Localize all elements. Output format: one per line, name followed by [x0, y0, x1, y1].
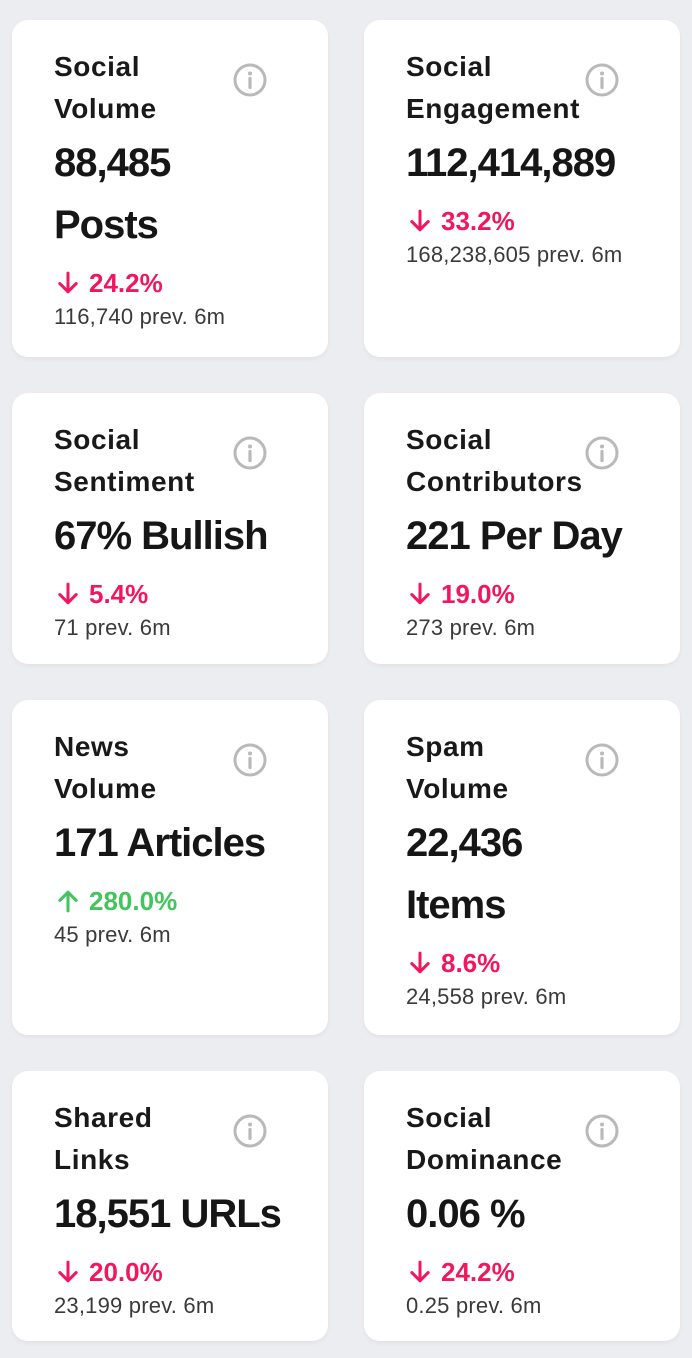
change-percent: 19.0%	[441, 578, 515, 609]
change-arrow-icon	[406, 1258, 434, 1286]
metric-value-line: Posts	[54, 203, 159, 247]
change-indicator: 8.6%	[406, 948, 646, 978]
metric-value: 0.06 %	[406, 1183, 646, 1245]
metric-value-line: Items	[406, 883, 507, 927]
previous-value: 45 prev. 6m	[54, 922, 171, 947]
metric-value: 22,436 Items	[406, 812, 646, 936]
previous-value: 168,238,605 prev. 6m	[406, 242, 623, 267]
card-social-contributors: Social Contributors 221 Per Day 19.0% 27…	[364, 393, 680, 664]
change-percent: 24.2%	[441, 1256, 515, 1287]
card-header: Social Contributors	[406, 419, 646, 503]
metric-title-line: Volume	[54, 773, 157, 804]
metric-title: Social Volume	[54, 46, 232, 130]
metric-title: Social Contributors	[406, 419, 584, 503]
change-indicator: 24.2%	[54, 268, 294, 298]
previous-value: 24,558 prev. 6m	[406, 984, 567, 1009]
metric-title-line: Engagement	[406, 93, 581, 124]
metric-value: 67% Bullish	[54, 505, 294, 567]
metric-value: 171 Articles	[54, 812, 294, 874]
metric-value-line: 112,414,889	[406, 141, 616, 185]
change-percent: 280.0%	[89, 885, 178, 916]
change-indicator: 19.0%	[406, 579, 646, 609]
info-icon[interactable]	[232, 1113, 268, 1149]
change-indicator: 24.2%	[406, 1257, 646, 1287]
change-indicator: 280.0%	[54, 886, 294, 916]
change-indicator: 20.0%	[54, 1257, 294, 1287]
metric-value-line: 18,551 URLs	[54, 1192, 282, 1236]
card-news-volume: News Volume 171 Articles 280.0% 45 prev.…	[12, 700, 328, 1035]
metric-title-line: Social	[54, 51, 141, 82]
metric-value-line: 67% Bullish	[54, 514, 269, 558]
metric-title-line: Social	[406, 51, 493, 82]
card-header: Social Sentiment	[54, 419, 294, 503]
info-icon[interactable]	[584, 742, 620, 778]
metric-value: 88,485 Posts	[54, 132, 294, 256]
change-percent: 20.0%	[89, 1256, 163, 1287]
metric-title-line: Volume	[406, 773, 509, 804]
metric-title: News Volume	[54, 726, 232, 810]
change-arrow-icon	[406, 580, 434, 608]
change-arrow-icon	[406, 949, 434, 977]
info-icon[interactable]	[584, 1113, 620, 1149]
metric-title-line: Shared	[54, 1102, 153, 1133]
metric-title-line: Contributors	[406, 466, 583, 497]
metric-value-line: 22,436	[406, 821, 523, 865]
change-percent: 5.4%	[89, 578, 149, 609]
metric-title-line: Links	[54, 1144, 131, 1175]
card-shared-links: Shared Links 18,551 URLs 20.0% 23,199 pr…	[12, 1071, 328, 1341]
info-icon[interactable]	[584, 62, 620, 98]
metric-title: Shared Links	[54, 1097, 232, 1181]
metric-value-line: 88,485	[54, 141, 171, 185]
card-spam-volume: Spam Volume 22,436 Items 8.6% 24,558 pre…	[364, 700, 680, 1035]
metric-value: 18,551 URLs	[54, 1183, 294, 1245]
metric-title-line: Dominance	[406, 1144, 563, 1175]
info-icon[interactable]	[232, 435, 268, 471]
previous-value: 23,199 prev. 6m	[54, 1293, 215, 1318]
metric-title: Social Dominance	[406, 1097, 584, 1181]
metric-value-line: 171 Articles	[54, 821, 266, 865]
info-icon[interactable]	[584, 435, 620, 471]
metric-title: Social Engagement	[406, 46, 584, 130]
metric-title-line: Social	[406, 1102, 493, 1133]
card-social-engagement: Social Engagement 112,414,889 33.2% 168,…	[364, 20, 680, 357]
metric-value-line: 221 Per Day	[406, 514, 623, 558]
change-arrow-icon	[54, 269, 82, 297]
card-header: Social Engagement	[406, 46, 646, 130]
change-percent: 8.6%	[441, 947, 501, 978]
change-arrow-icon	[54, 580, 82, 608]
metric-value: 112,414,889	[406, 132, 646, 194]
card-social-dominance: Social Dominance 0.06 % 24.2% 0.25 prev.…	[364, 1071, 680, 1341]
metric-title-line: Spam	[406, 731, 485, 762]
metric-title: Social Sentiment	[54, 419, 232, 503]
metric-title-line: News	[54, 731, 130, 762]
metric-value: 221 Per Day	[406, 505, 646, 567]
metric-title: Spam Volume	[406, 726, 584, 810]
card-header: Shared Links	[54, 1097, 294, 1181]
card-social-sentiment: Social Sentiment 67% Bullish 5.4% 71 pre…	[12, 393, 328, 664]
metric-value-line: 0.06 %	[406, 1192, 526, 1236]
change-percent: 33.2%	[441, 205, 515, 236]
info-icon[interactable]	[232, 62, 268, 98]
change-indicator: 5.4%	[54, 579, 294, 609]
card-header: Spam Volume	[406, 726, 646, 810]
info-icon[interactable]	[232, 742, 268, 778]
change-arrow-icon	[54, 1258, 82, 1286]
card-header: News Volume	[54, 726, 294, 810]
card-social-volume: Social Volume 88,485 Posts 24.2% 116,740…	[12, 20, 328, 357]
change-percent: 24.2%	[89, 267, 163, 298]
change-arrow-icon	[406, 207, 434, 235]
change-indicator: 33.2%	[406, 206, 646, 236]
change-arrow-icon	[54, 887, 82, 915]
card-header: Social Volume	[54, 46, 294, 130]
metric-title-line: Social	[406, 424, 493, 455]
previous-value: 116,740 prev. 6m	[54, 304, 226, 329]
metric-title-line: Social	[54, 424, 141, 455]
previous-value: 71 prev. 6m	[54, 615, 171, 640]
card-header: Social Dominance	[406, 1097, 646, 1181]
metric-title-line: Volume	[54, 93, 157, 124]
previous-value: 0.25 prev. 6m	[406, 1293, 542, 1318]
metric-title-line: Sentiment	[54, 466, 195, 497]
previous-value: 273 prev. 6m	[406, 615, 536, 640]
